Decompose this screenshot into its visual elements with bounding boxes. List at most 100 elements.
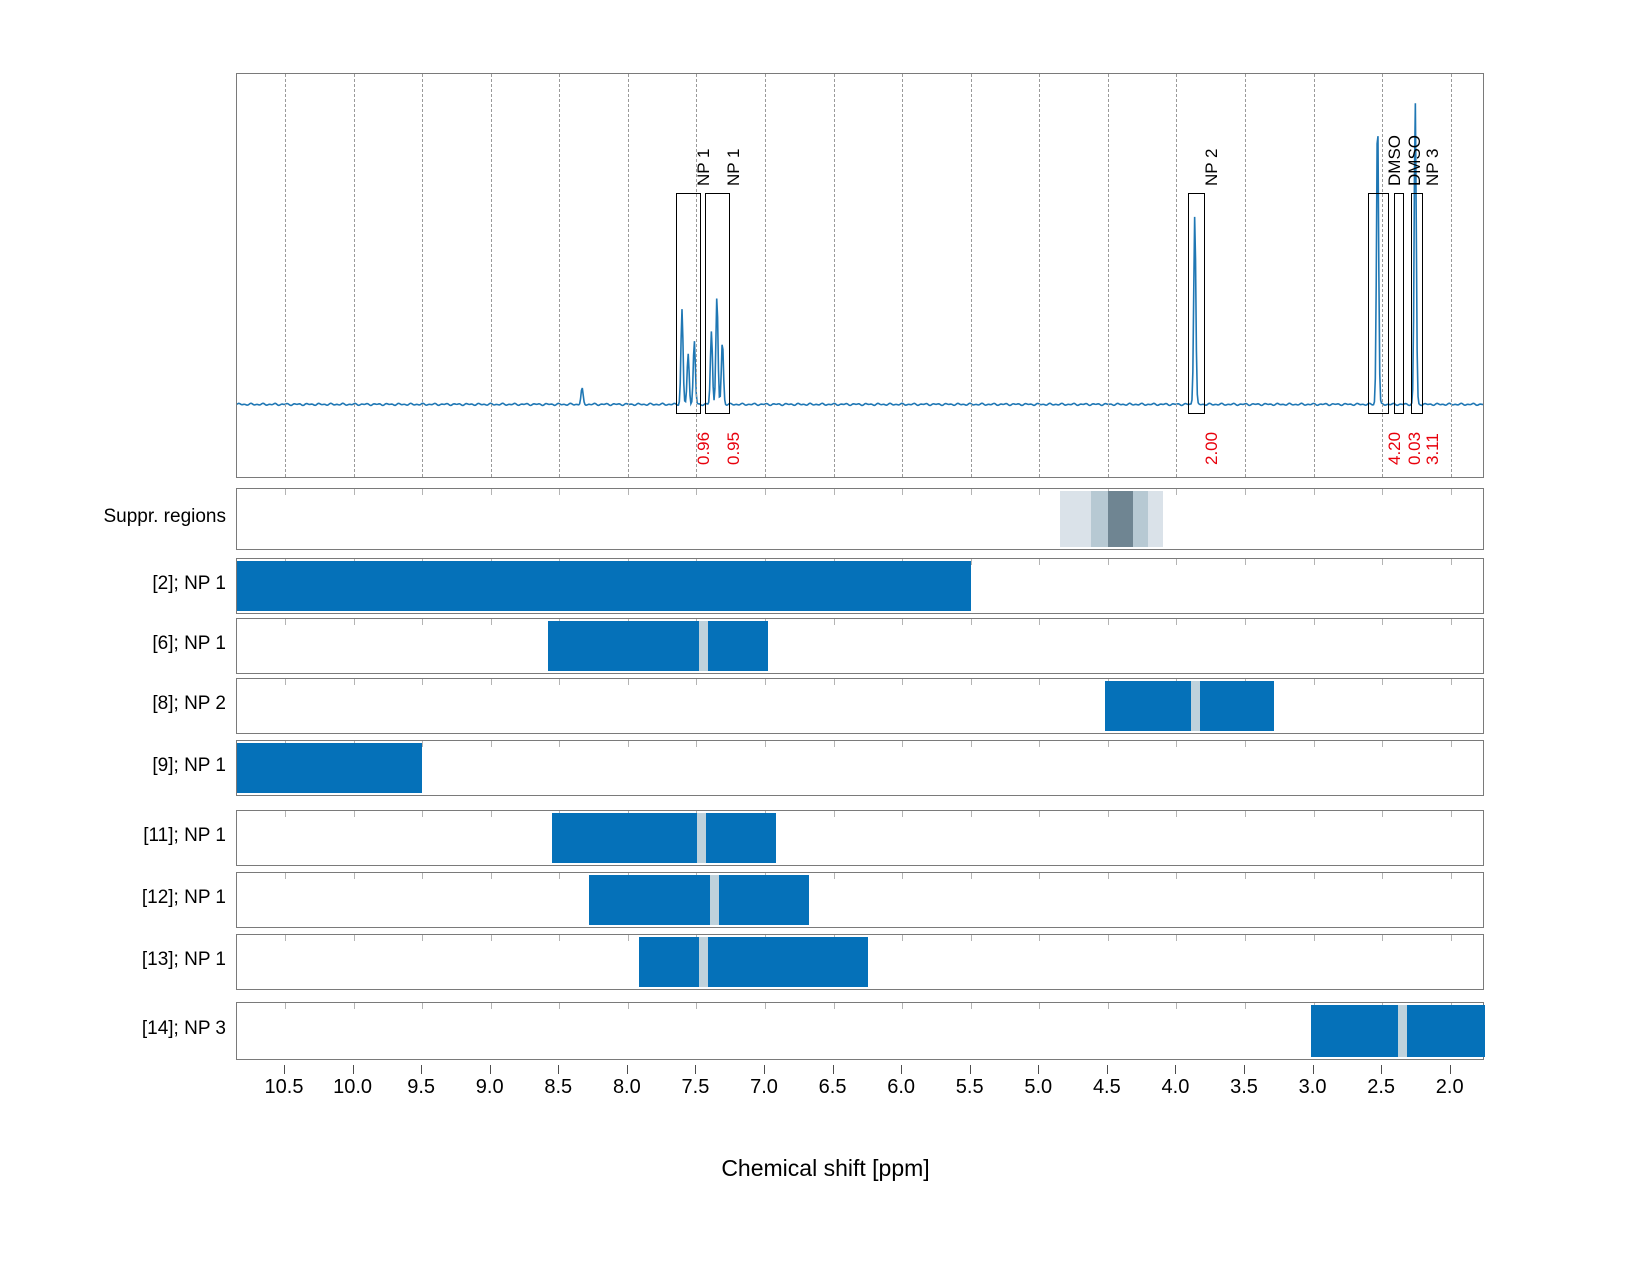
spectrum-gridline <box>1039 74 1041 477</box>
row-tick <box>353 1003 355 1009</box>
row-tick <box>490 679 492 685</box>
axis-tick <box>1175 1065 1177 1074</box>
row-tick <box>353 935 355 941</box>
axis-tick-label: 3.5 <box>1230 1076 1258 1098</box>
row-tick <box>1313 811 1315 817</box>
row-tick <box>833 1003 835 1009</box>
integral-peak-label: DMSO <box>1384 135 1404 186</box>
range-bar-center-marker <box>697 813 707 863</box>
spectrum-gridline <box>970 74 972 477</box>
row-panel-row-2-np1[interactable] <box>236 558 1484 614</box>
row-tick <box>1313 873 1315 879</box>
row-tick <box>1176 873 1178 879</box>
row-tick <box>970 741 972 747</box>
integral-box <box>1394 193 1405 414</box>
row-label-row-14-np3: [14]; NP 3 <box>141 1018 226 1039</box>
row-tick <box>1313 489 1315 495</box>
axis-tick-label: 8.5 <box>544 1076 573 1098</box>
row-tick <box>696 489 698 495</box>
row-tick <box>1039 741 1041 747</box>
row-tick <box>1107 559 1109 565</box>
spectrum-gridline <box>1245 74 1246 477</box>
spectrum-gridline <box>490 74 492 477</box>
integral-value: 4.20 <box>1384 431 1404 465</box>
range-bar[interactable] <box>589 875 809 925</box>
row-panel-row-12-np1[interactable] <box>236 872 1484 928</box>
row-tick <box>1107 935 1109 941</box>
row-label-row-6-np1: [6]; NP 1 <box>152 633 226 654</box>
row-tick <box>1039 679 1041 685</box>
row-tick <box>1382 811 1384 817</box>
integral-peak-label: NP 2 <box>1202 148 1222 187</box>
row-tick <box>1039 619 1041 625</box>
row-tick <box>1450 679 1452 685</box>
spectrum-gridline <box>1107 74 1109 477</box>
row-tick <box>285 619 286 625</box>
row-tick <box>1382 935 1384 941</box>
row-panel-row-14-np3[interactable] <box>236 1002 1485 1060</box>
axis-tick-label: 9.0 <box>475 1076 504 1098</box>
row-tick <box>422 935 424 941</box>
axis-tick <box>832 1065 834 1074</box>
row-tick <box>696 741 698 747</box>
axis-tick <box>626 1065 628 1074</box>
row-tick <box>1176 935 1178 941</box>
range-bar-center-marker <box>709 875 719 925</box>
range-bar-center-marker <box>1398 1005 1408 1057</box>
row-tick <box>559 489 561 495</box>
row-tick <box>285 811 286 817</box>
row-tick <box>490 489 492 495</box>
row-tick <box>902 489 904 495</box>
axis-tick <box>1244 1065 1245 1074</box>
range-bar[interactable] <box>1105 681 1274 731</box>
row-panel-row-6-np1[interactable] <box>236 618 1484 674</box>
row-tick <box>559 1003 561 1009</box>
row-tick <box>1245 559 1246 565</box>
row-tick <box>902 811 904 817</box>
row-tick <box>1450 619 1452 625</box>
row-panel-row-8-np2[interactable] <box>236 678 1484 734</box>
axis-tick <box>352 1065 354 1074</box>
row-panel-row-11-np1[interactable] <box>236 810 1484 866</box>
row-tick <box>1313 935 1315 941</box>
row-tick <box>285 1003 286 1009</box>
row-tick <box>833 489 835 495</box>
row-tick <box>1107 619 1109 625</box>
axis-tick-label: 10.5 <box>264 1076 304 1098</box>
row-tick <box>1245 489 1246 495</box>
axis-tick-label: 6.0 <box>887 1076 916 1098</box>
axis-tick <box>901 1065 903 1074</box>
range-bar[interactable] <box>638 937 868 987</box>
spectrum-gridline <box>353 74 355 477</box>
range-bar-center-marker <box>698 621 708 671</box>
row-tick <box>1313 619 1315 625</box>
range-bar[interactable] <box>237 561 971 611</box>
row-tick <box>627 935 629 941</box>
row-tick <box>1107 1003 1109 1009</box>
spectrum-gridline <box>833 74 835 477</box>
row-tick <box>1176 1003 1178 1009</box>
row-tick <box>970 811 972 817</box>
row-panel-row-9-np1[interactable] <box>236 740 1484 796</box>
suppression-band <box>1091 491 1108 547</box>
row-tick <box>1245 1003 1246 1009</box>
row-tick <box>902 679 904 685</box>
row-tick <box>1176 559 1178 565</box>
row-tick <box>765 741 766 747</box>
row-tick <box>422 741 424 747</box>
row-tick <box>353 619 355 625</box>
row-tick <box>765 1003 766 1009</box>
row-label-row-11-np1: [11]; NP 1 <box>143 825 226 846</box>
range-bar[interactable] <box>548 621 768 671</box>
row-tick <box>559 741 561 747</box>
axis-tick-label: 10.0 <box>333 1076 373 1098</box>
range-bar[interactable] <box>1310 1005 1485 1057</box>
row-panel-suppr-regions[interactable] <box>236 488 1484 550</box>
row-tick <box>1107 811 1109 817</box>
row-tick <box>1039 489 1041 495</box>
row-tick <box>833 619 835 625</box>
row-panel-row-13-np1[interactable] <box>236 934 1484 990</box>
range-bar[interactable] <box>237 743 423 793</box>
range-bar[interactable] <box>552 813 776 863</box>
row-tick <box>696 679 698 685</box>
